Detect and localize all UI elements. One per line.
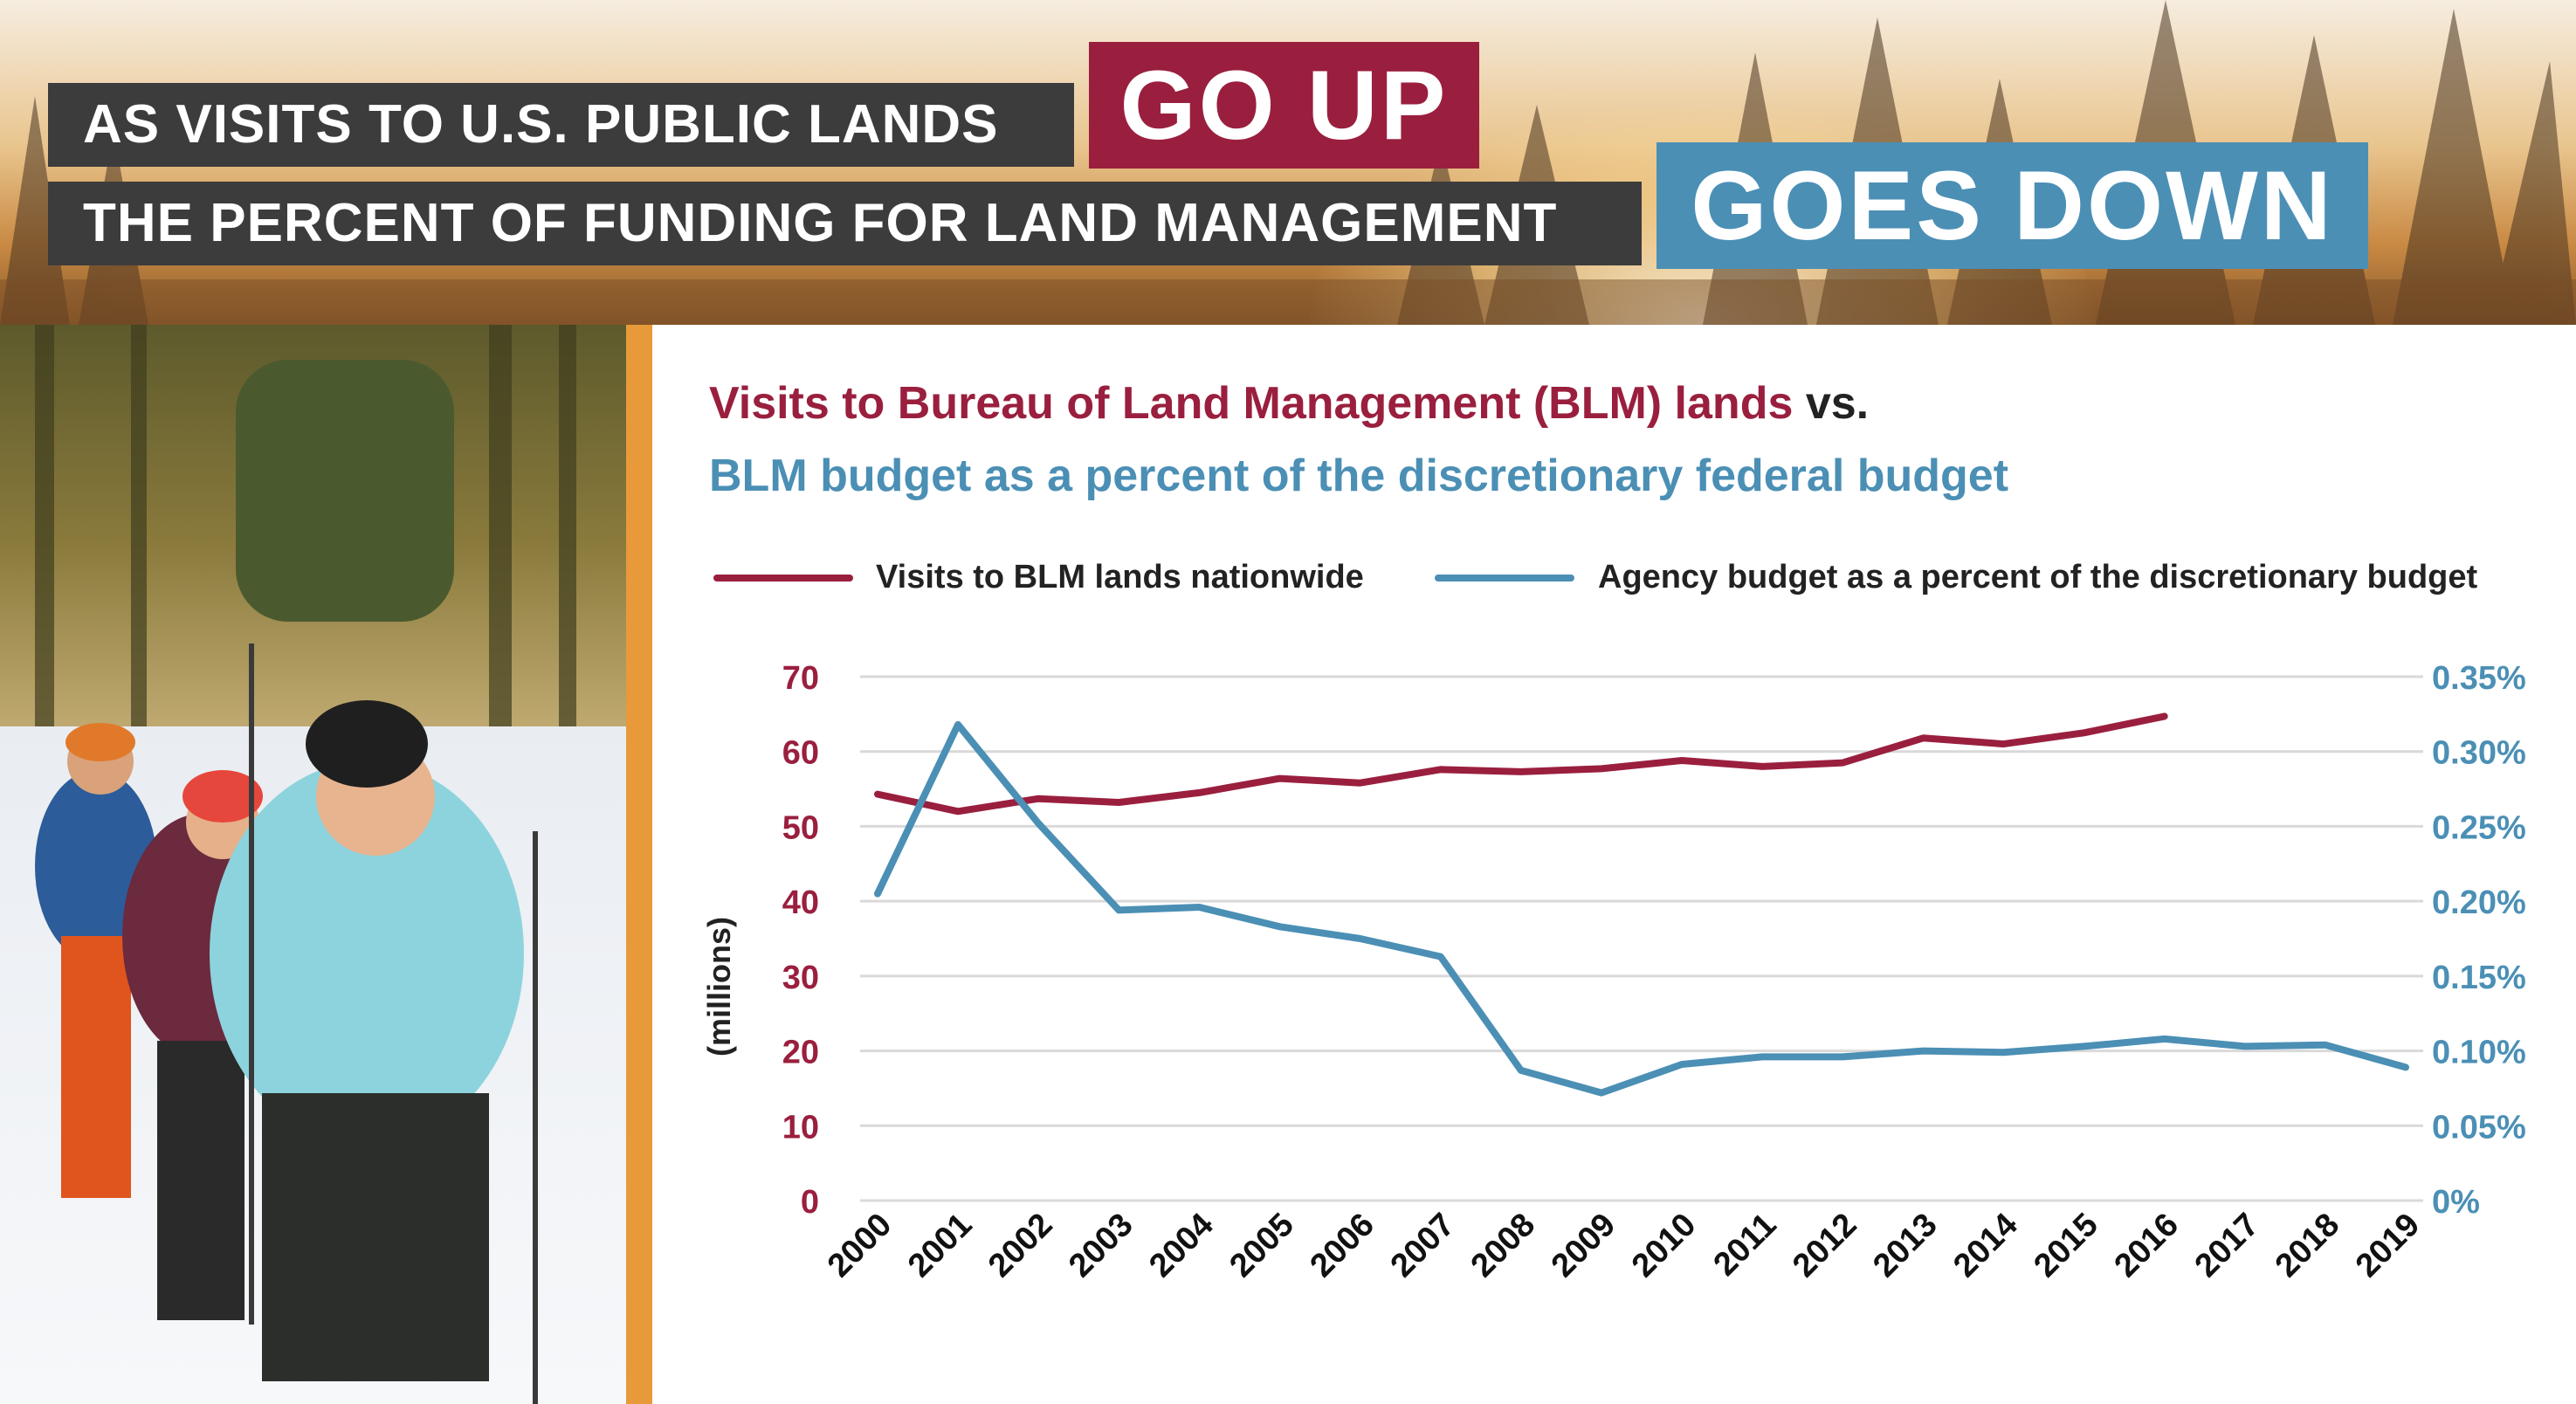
- left-tick-label: 40: [782, 884, 819, 921]
- x-axis-ticks: 2000 2001 2002 2003 2004 2005 2006 2007 2008 2009…: [821, 1207, 2427, 1284]
- right-tick-label: 0%: [2432, 1184, 2480, 1221]
- x-tick-label: 2014: [1946, 1207, 2024, 1284]
- x-tick-label: 2007: [1384, 1207, 1462, 1284]
- left-tick-label: 50: [782, 809, 819, 846]
- headline-line-2: THE PERCENT OF FUNDING FOR LAND MANAGEME…: [48, 182, 1642, 265]
- x-tick-label: 2010: [1625, 1207, 1703, 1284]
- left-tick-label: 0: [801, 1184, 819, 1221]
- chart-title-budget: BLM budget as a percent of the discretio…: [709, 451, 2009, 501]
- x-tick-label: 2013: [1866, 1207, 1944, 1284]
- series-line-visits: [874, 712, 2168, 816]
- x-tick-label: 2011: [1707, 1207, 1784, 1284]
- accent-divider: [626, 325, 652, 1404]
- legend-swatch-budget: [1435, 575, 1574, 582]
- x-tick-label: 2002: [981, 1207, 1059, 1284]
- right-axis-ticks: 0% 0.05% 0.10% 0.15% 0.20% 0.25% 0.30% 0.35%: [2432, 660, 2526, 1221]
- x-tick-label: 2001: [901, 1207, 979, 1284]
- x-tick-label: 2016: [2108, 1207, 2186, 1284]
- chart-title-visits-text: Visits to Bureau of Land Management (BLM…: [709, 378, 1794, 429]
- x-tick-label: 2018: [2269, 1207, 2346, 1284]
- x-tick-label: 2003: [1062, 1207, 1140, 1284]
- left-axis-ticks: 0 10 20 30 40 50 60 70: [782, 660, 819, 1221]
- go-up-badge: GO UP: [1089, 42, 1479, 169]
- left-tick-label: 10: [782, 1109, 819, 1146]
- legend-swatch-visits: [713, 575, 853, 582]
- y-axis-label: (millions): [701, 917, 737, 1056]
- header-banner: AS VISITS TO U.S. PUBLIC LANDS THE PERCE…: [0, 0, 2576, 325]
- left-tick-label: 60: [782, 735, 819, 772]
- right-tick-label: 0.35%: [2432, 660, 2526, 697]
- right-tick-label: 0.15%: [2432, 960, 2526, 996]
- right-tick-label: 0.30%: [2432, 735, 2526, 772]
- x-tick-label: 2005: [1223, 1207, 1300, 1284]
- x-tick-label: 2009: [1545, 1207, 1622, 1284]
- left-tick-label: 30: [782, 960, 819, 996]
- x-tick-label: 2012: [1786, 1207, 1863, 1284]
- right-tick-label: 0.20%: [2432, 884, 2526, 921]
- x-tick-label: 2004: [1142, 1207, 1220, 1284]
- series-line-budget: [874, 720, 2409, 1097]
- x-tick-label: 2019: [2349, 1207, 2427, 1284]
- headline-line-1: AS VISITS TO U.S. PUBLIC LANDS: [48, 83, 1074, 167]
- left-tick-label: 20: [782, 1035, 819, 1071]
- x-tick-label: 2015: [2027, 1207, 2104, 1284]
- chart-title-visits: Visits to Bureau of Land Management (BLM…: [709, 377, 1869, 430]
- hikers-photo: [0, 325, 626, 1404]
- legend-label-visits: Visits to BLM lands nationwide: [876, 559, 1364, 595]
- series-lines: [874, 712, 2409, 1097]
- chart-title-vs: vs.: [1805, 378, 1870, 429]
- x-tick-label: 2008: [1464, 1207, 1542, 1284]
- goes-down-badge: GOES DOWN: [1656, 142, 2368, 269]
- x-tick-label: 2006: [1304, 1207, 1381, 1284]
- right-tick-label: 0.05%: [2432, 1109, 2526, 1146]
- right-tick-label: 0.25%: [2432, 809, 2526, 846]
- x-tick-label: 2000: [821, 1207, 899, 1284]
- legend-label-budget: Agency budget as a percent of the discre…: [1598, 559, 2478, 595]
- gridlines: [860, 675, 2423, 1202]
- right-tick-label: 0.10%: [2432, 1035, 2526, 1071]
- left-tick-label: 70: [782, 660, 819, 697]
- x-tick-label: 2017: [2188, 1207, 2266, 1284]
